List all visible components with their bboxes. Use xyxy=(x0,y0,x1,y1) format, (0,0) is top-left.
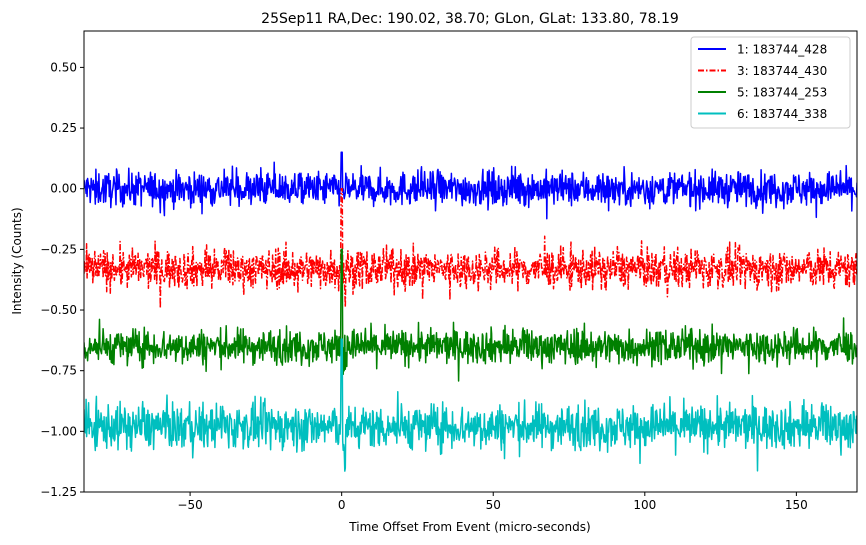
y-tick-label: −0.75 xyxy=(40,364,77,378)
x-tick-label: −50 xyxy=(177,498,202,512)
y-tick-label: 0.50 xyxy=(50,60,77,74)
y-tick-label: −0.50 xyxy=(40,303,77,317)
legend-box xyxy=(690,36,851,129)
legend: 1: 183744_428 3: 183744_430 5: 183744_253 6… xyxy=(690,36,851,129)
x-tick-label: 150 xyxy=(785,498,808,512)
x-tick-label: 100 xyxy=(633,498,656,512)
y-tick-label: 0.00 xyxy=(50,182,77,196)
y-tick-label: 0.25 xyxy=(50,121,77,135)
x-axis: −50 0 50 100 150 xyxy=(177,492,808,512)
series-line-2 xyxy=(84,187,857,310)
series-line-4 xyxy=(84,338,857,472)
legend-label-1: 1: 183744_428 xyxy=(737,43,827,57)
x-tick-label: 50 xyxy=(486,498,501,512)
x-axis-label: Time Offset From Event (micro-seconds) xyxy=(348,520,590,534)
y-axis: 0.50 0.25 0.00 −0.25 −0.50 −0.75 −1.00 −1.25 xyxy=(40,60,84,499)
y-axis-label: Intensity (Counts) xyxy=(10,207,24,314)
axes-frame xyxy=(83,30,858,493)
x-tick-label: 0 xyxy=(338,498,346,512)
traces-group xyxy=(84,151,857,472)
y-tick-label: −0.25 xyxy=(40,242,77,256)
series-line-3 xyxy=(84,248,857,382)
y-tick-label: −1.25 xyxy=(40,485,77,499)
legend-label-3: 5: 183744_253 xyxy=(737,86,827,100)
y-tick-label: −1.00 xyxy=(40,424,77,438)
legend-label-4: 6: 183744_338 xyxy=(737,107,827,121)
series-line-1 xyxy=(84,151,857,220)
legend-label-2: 3: 183744_430 xyxy=(737,64,827,78)
chart-title: 25Sep11 RA,Dec: 190.02, 38.70; GLon, GLa… xyxy=(261,11,679,27)
